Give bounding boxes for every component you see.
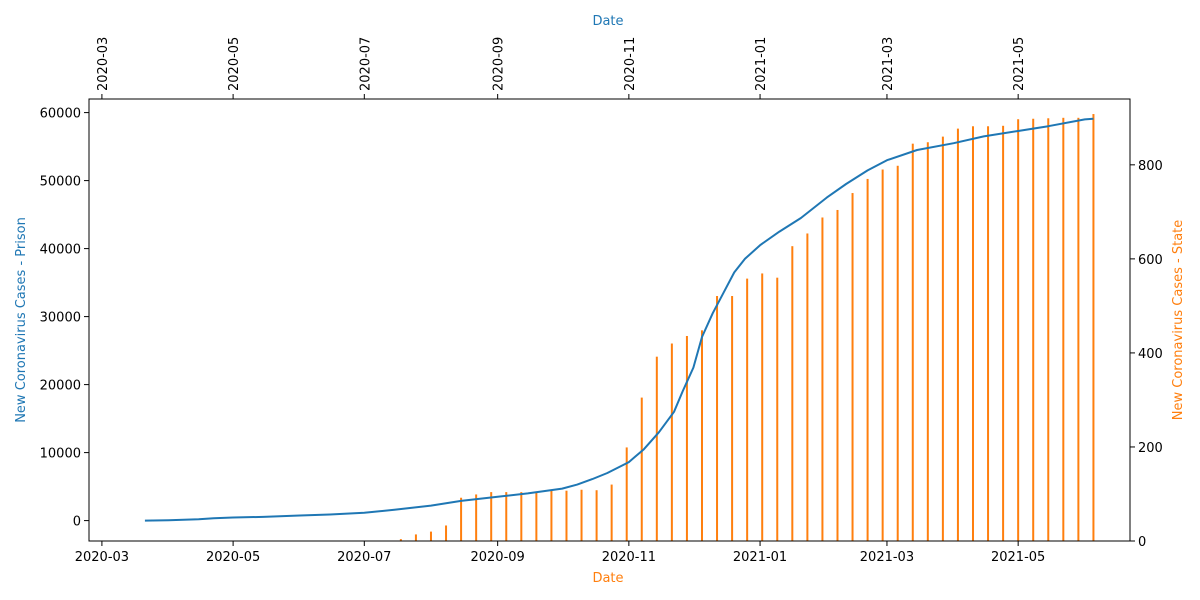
y-axis-left-label: New Coronavirus Cases - Prison xyxy=(14,217,29,423)
state-bar xyxy=(685,335,688,541)
y-tick-label-right: 600 xyxy=(1138,253,1163,268)
state-bar xyxy=(445,525,448,541)
state-bar xyxy=(475,494,478,541)
x-tick-label-bottom: 2020-11 xyxy=(602,550,656,565)
state-bar xyxy=(655,356,658,541)
state-bar xyxy=(1062,117,1065,541)
state-bar xyxy=(429,531,432,541)
state-bar xyxy=(595,490,598,541)
state-bar xyxy=(1002,125,1005,542)
y-tick-label-left: 10000 xyxy=(40,447,81,462)
state-bar xyxy=(1032,118,1035,541)
x-tick-label-top: 2021-01 xyxy=(754,37,769,91)
state-bar xyxy=(640,397,643,541)
state-bar xyxy=(896,165,899,541)
state-bar xyxy=(866,178,869,541)
x-axis-top-label: Date xyxy=(592,14,623,29)
state-bar xyxy=(625,447,628,541)
state-bar xyxy=(851,193,854,542)
x-tick-label-bottom: 2020-09 xyxy=(470,550,524,565)
x-tick-label-bottom: 2021-01 xyxy=(733,550,787,565)
x-tick-label-top: 2021-05 xyxy=(1012,37,1027,91)
x-tick-label-bottom: 2020-07 xyxy=(337,550,391,565)
state-bar xyxy=(505,492,508,541)
state-bar xyxy=(550,490,553,541)
x-tick-label-bottom: 2021-03 xyxy=(860,550,914,565)
state-bar xyxy=(670,343,673,541)
plot-frame xyxy=(88,98,1131,542)
state-bar xyxy=(806,233,809,542)
x-tick-label-top: 2020-09 xyxy=(492,37,507,91)
x-axis-top: 2020-03 2020-05 2020-07 2020-09 2020-11 2021-… xyxy=(96,37,1027,99)
state-bar xyxy=(731,296,734,541)
y-tick-label-left: 20000 xyxy=(40,379,81,394)
state-bar xyxy=(1077,117,1080,541)
state-bar xyxy=(1092,114,1095,542)
state-bar xyxy=(460,497,463,541)
y-axis-left: 0 10000 20000 30000 40000 50000 60000 xyxy=(40,107,89,530)
y-tick-label-right: 400 xyxy=(1138,347,1163,362)
state-bar xyxy=(821,217,824,542)
state-bar xyxy=(700,330,703,541)
state-bar xyxy=(490,492,493,541)
state-bar xyxy=(399,539,402,541)
x-tick-label-bottom: 2020-05 xyxy=(206,550,260,565)
y-tick-label-left: 50000 xyxy=(40,175,81,190)
state-bar xyxy=(836,209,839,541)
y-tick-label-right: 0 xyxy=(1138,535,1146,550)
state-bar xyxy=(610,484,613,541)
state-bar xyxy=(941,136,944,541)
state-bar xyxy=(580,489,583,541)
y-tick-label-left: 40000 xyxy=(40,243,81,258)
state-bar xyxy=(776,277,779,541)
y-tick-label-right: 800 xyxy=(1138,159,1163,174)
state-bar xyxy=(881,169,884,541)
state-bar xyxy=(414,534,417,541)
x-tick-label-top: 2020-07 xyxy=(358,37,373,91)
x-tick-label-top: 2021-03 xyxy=(881,37,896,91)
state-bar xyxy=(520,492,523,541)
x-tick-label-bottom: 2021-05 xyxy=(991,550,1045,565)
x-tick-label-top: 2020-05 xyxy=(227,37,242,91)
state-bar xyxy=(956,128,959,541)
state-bar xyxy=(565,490,568,541)
state-bars xyxy=(399,114,1095,542)
state-bar xyxy=(746,278,749,541)
prison-line xyxy=(144,117,1094,522)
state-bar xyxy=(716,296,719,541)
state-bar xyxy=(761,273,764,541)
x-tick-label-bottom: 2020-03 xyxy=(75,550,129,565)
x-tick-label-top: 2020-03 xyxy=(96,37,111,91)
prison-line-group xyxy=(144,117,1094,522)
y-tick-label-left: 60000 xyxy=(40,107,81,122)
y-axis-right-label: New Coronavirus Cases - State xyxy=(1171,220,1186,420)
x-axis-bottom-label: Date xyxy=(592,571,623,586)
state-bar xyxy=(911,143,914,542)
state-bar xyxy=(1047,118,1050,541)
y-axis-right: 0 200 400 600 800 xyxy=(1130,159,1163,550)
state-bar xyxy=(791,246,794,541)
state-bar xyxy=(987,126,990,542)
state-bar xyxy=(1017,119,1020,541)
x-tick-label-top: 2020-11 xyxy=(623,37,638,91)
x-axis-bottom: 2020-03 2020-05 2020-07 2020-09 2020-11 2021-… xyxy=(75,541,1045,565)
state-bar xyxy=(926,142,929,541)
y-tick-label-left: 30000 xyxy=(40,311,81,326)
y-tick-label-left: 0 xyxy=(73,515,81,530)
state-bar xyxy=(971,126,974,542)
state-bar xyxy=(535,492,538,541)
y-tick-label-right: 200 xyxy=(1138,441,1163,456)
